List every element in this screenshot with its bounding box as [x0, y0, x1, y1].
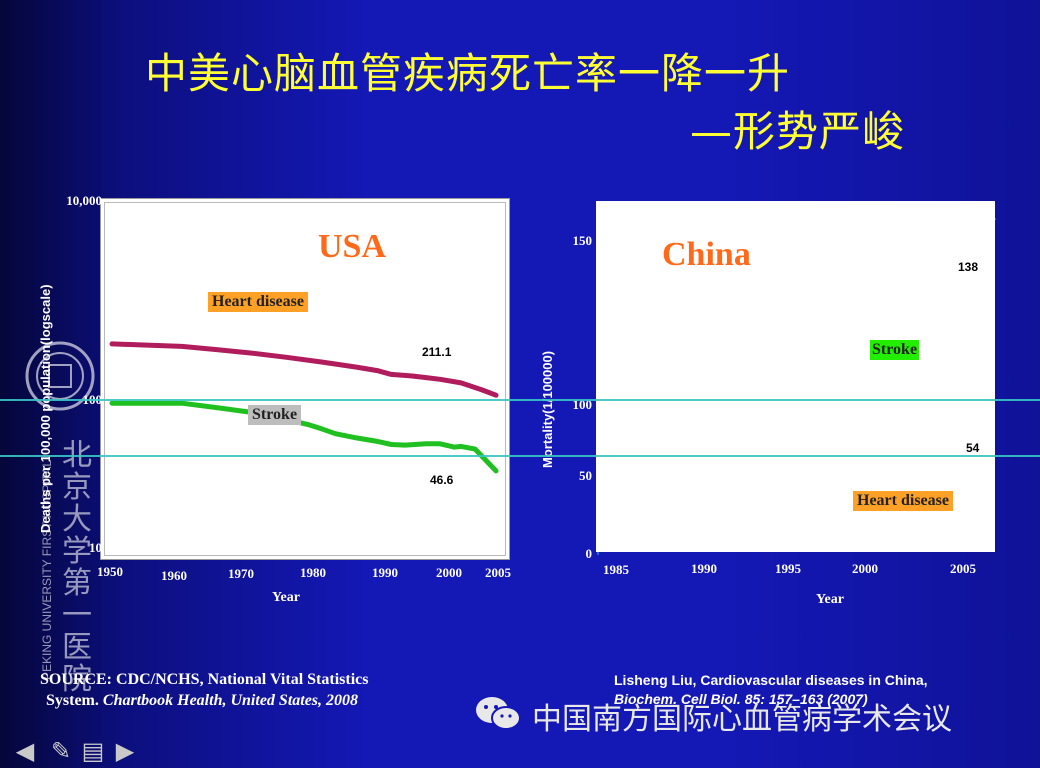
usa-heart-disease-label: Heart disease [208, 292, 308, 312]
china-ytick-label: 150 [572, 233, 593, 248]
china-xtick-label: 2005 [950, 561, 976, 576]
china-ytick-label: 50 [579, 468, 592, 483]
china-stroke-label: Stroke [870, 340, 920, 360]
china-source-line2: Biochem. Cell Biol. 85: 157–163 (2007) [614, 691, 868, 707]
china-stroke-end-value: 138 [958, 260, 979, 274]
slide-title: 中美心脑血管疾病死亡率一降一升 [145, 49, 791, 98]
china-xtick-label: 1990 [691, 561, 717, 576]
prev-slide-button[interactable]: ◀ [15, 739, 35, 765]
usa-heart-disease-line [109, 341, 499, 398]
next-slide-button[interactable]: ▶ [115, 739, 135, 765]
pen-tool-button[interactable]: ✎ [50, 739, 72, 765]
usa-source-line2a: System. [46, 692, 99, 709]
china-x-axis-title: Year [816, 592, 844, 607]
china-source-citation: Lisheng Liu, Cardiovascular diseases in … [614, 671, 1034, 709]
usa-xtick-label: 2000 [436, 565, 462, 580]
china-chart-title: China [662, 236, 751, 273]
watermark-text: 中国南方国际心血管病学术会议 [532, 702, 952, 737]
usa-stroke-line [109, 400, 499, 474]
usa-chart-title: USA [318, 228, 387, 265]
usa-xtick-label: 2005 [485, 565, 511, 580]
usa-source-citation: SOURCE: CDC/NCHS, National Vital Statist… [40, 669, 480, 711]
usa-ytick-label: 10,000 [66, 193, 102, 208]
menu-button[interactable]: ▤ [81, 739, 105, 765]
china-xtick-label: 2000 [852, 561, 878, 576]
usa-xtick-label: 1960 [161, 568, 187, 583]
usa-y-axis-title: Deaths per 100,000 population(logscale) [38, 284, 53, 533]
usa-stroke-end-value: 46.6 [430, 473, 454, 487]
usa-heart-end-value: 211.1 [422, 345, 452, 359]
guide-line-upper [0, 399, 1040, 401]
usa-xtick-label: 1990 [372, 565, 398, 580]
hospital-vertical-name: 北京大学第一医院 [62, 438, 92, 697]
china-heart-end-value: 54 [966, 441, 980, 455]
slide-subtitle: —形势严峻 [690, 107, 906, 156]
usa-plot-area [104, 202, 506, 556]
usa-xtick-label: 1950 [97, 564, 123, 579]
usa-source-line2: System. Chartbook Health, United States,… [40, 690, 480, 711]
usa-source-line1: SOURCE: CDC/NCHS, National Vital Statist… [40, 671, 369, 688]
china-y-axis-title: Mortality(1/100000) [540, 350, 555, 468]
usa-xtick-label: 1970 [228, 566, 254, 581]
usa-source-line2b: Chartbook Health, United States, 2008 [102, 692, 359, 709]
china-ytick-label: 0 [585, 546, 593, 561]
guide-line-lower [0, 455, 1040, 457]
usa-xtick-label: 1980 [300, 565, 326, 580]
china-xtick-label: 1985 [603, 562, 629, 577]
usa-x-axis-title: Year [272, 590, 300, 605]
usa-ytick-label: 10 [89, 540, 102, 555]
usa-stroke-label: Stroke [248, 405, 302, 425]
china-source-line1: Lisheng Liu, Cardiovascular diseases in … [614, 672, 928, 688]
china-heart-disease-label: Heart disease [853, 491, 953, 511]
wechat-icon [474, 695, 522, 733]
china-xtick-label: 1995 [775, 561, 801, 576]
